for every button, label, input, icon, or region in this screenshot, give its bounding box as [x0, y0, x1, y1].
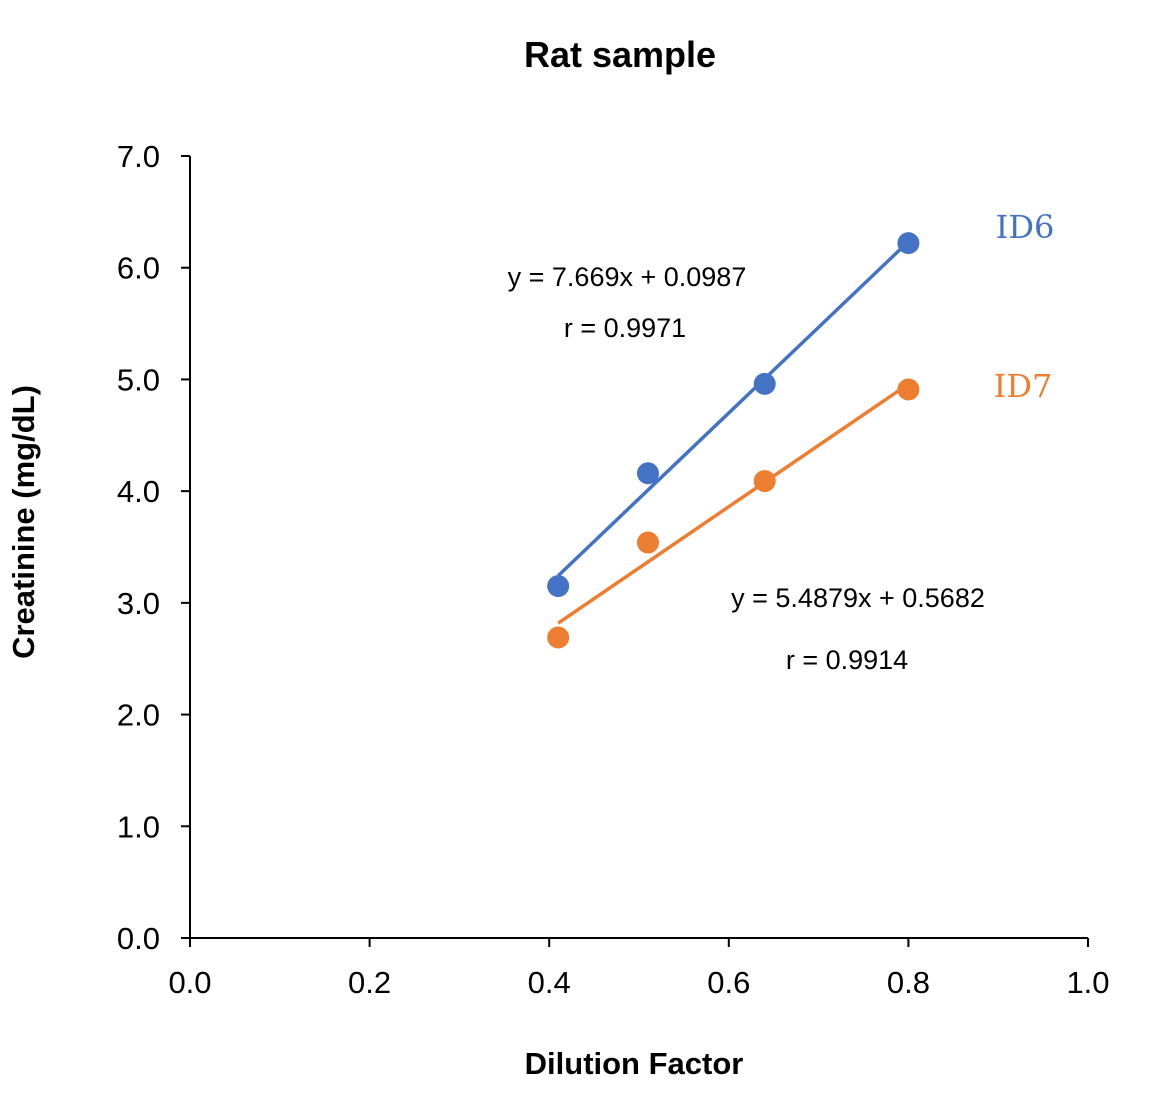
- y-tick-label: 5.0: [117, 362, 160, 397]
- data-point-id6: [753, 372, 776, 395]
- y-tick-label: 4.0: [117, 474, 160, 509]
- trendline-id6: [556, 240, 910, 577]
- series-label-id7: ID7: [994, 367, 1053, 405]
- data-point-id6: [547, 575, 570, 598]
- y-tick-label: 6.0: [117, 251, 160, 286]
- data-point-id7: [897, 378, 920, 401]
- data-point-id6: [636, 462, 659, 485]
- data-point-id7: [547, 626, 570, 649]
- plot-area: [547, 232, 920, 649]
- x-tick-label: 0.8: [887, 965, 930, 1000]
- y-tick-label: 3.0: [117, 586, 160, 621]
- x-axis-label: Dilution Factor: [525, 1046, 744, 1081]
- y-tick-label: 0.0: [117, 921, 160, 956]
- x-tick-label: 0.0: [168, 965, 211, 1000]
- data-point-id7: [753, 470, 776, 493]
- y-tick-label: 7.0: [117, 139, 160, 174]
- x-tick-label: 0.6: [707, 965, 750, 1000]
- data-point-id6: [897, 232, 920, 255]
- x-tick-label: 0.2: [348, 965, 391, 1000]
- r-value-id6: r = 0.9971: [564, 313, 686, 343]
- equation-id7: y = 5.4879x + 0.5682: [731, 583, 985, 613]
- r-value-id7: r = 0.9914: [786, 645, 908, 675]
- x-tick-label: 0.4: [528, 965, 571, 1000]
- equation-id6: y = 7.669x + 0.0987: [508, 262, 747, 292]
- x-tick-label: 1.0: [1066, 965, 1109, 1000]
- y-tick-label: 1.0: [117, 809, 160, 844]
- y-axis-label: Creatinine (mg/dL): [6, 385, 41, 659]
- axes: 0.0 0.2 0.4 0.6 0.8 1.0 0.0 1.0 2.0 3.0 4.0 5.0 6.0 7…: [117, 139, 1110, 1000]
- y-tick-label: 2.0: [117, 698, 160, 733]
- trendline-id7: [557, 382, 910, 625]
- data-point-id7: [636, 531, 659, 554]
- chart-title: Rat sample: [524, 34, 716, 75]
- series-label-id6: ID6: [996, 208, 1055, 246]
